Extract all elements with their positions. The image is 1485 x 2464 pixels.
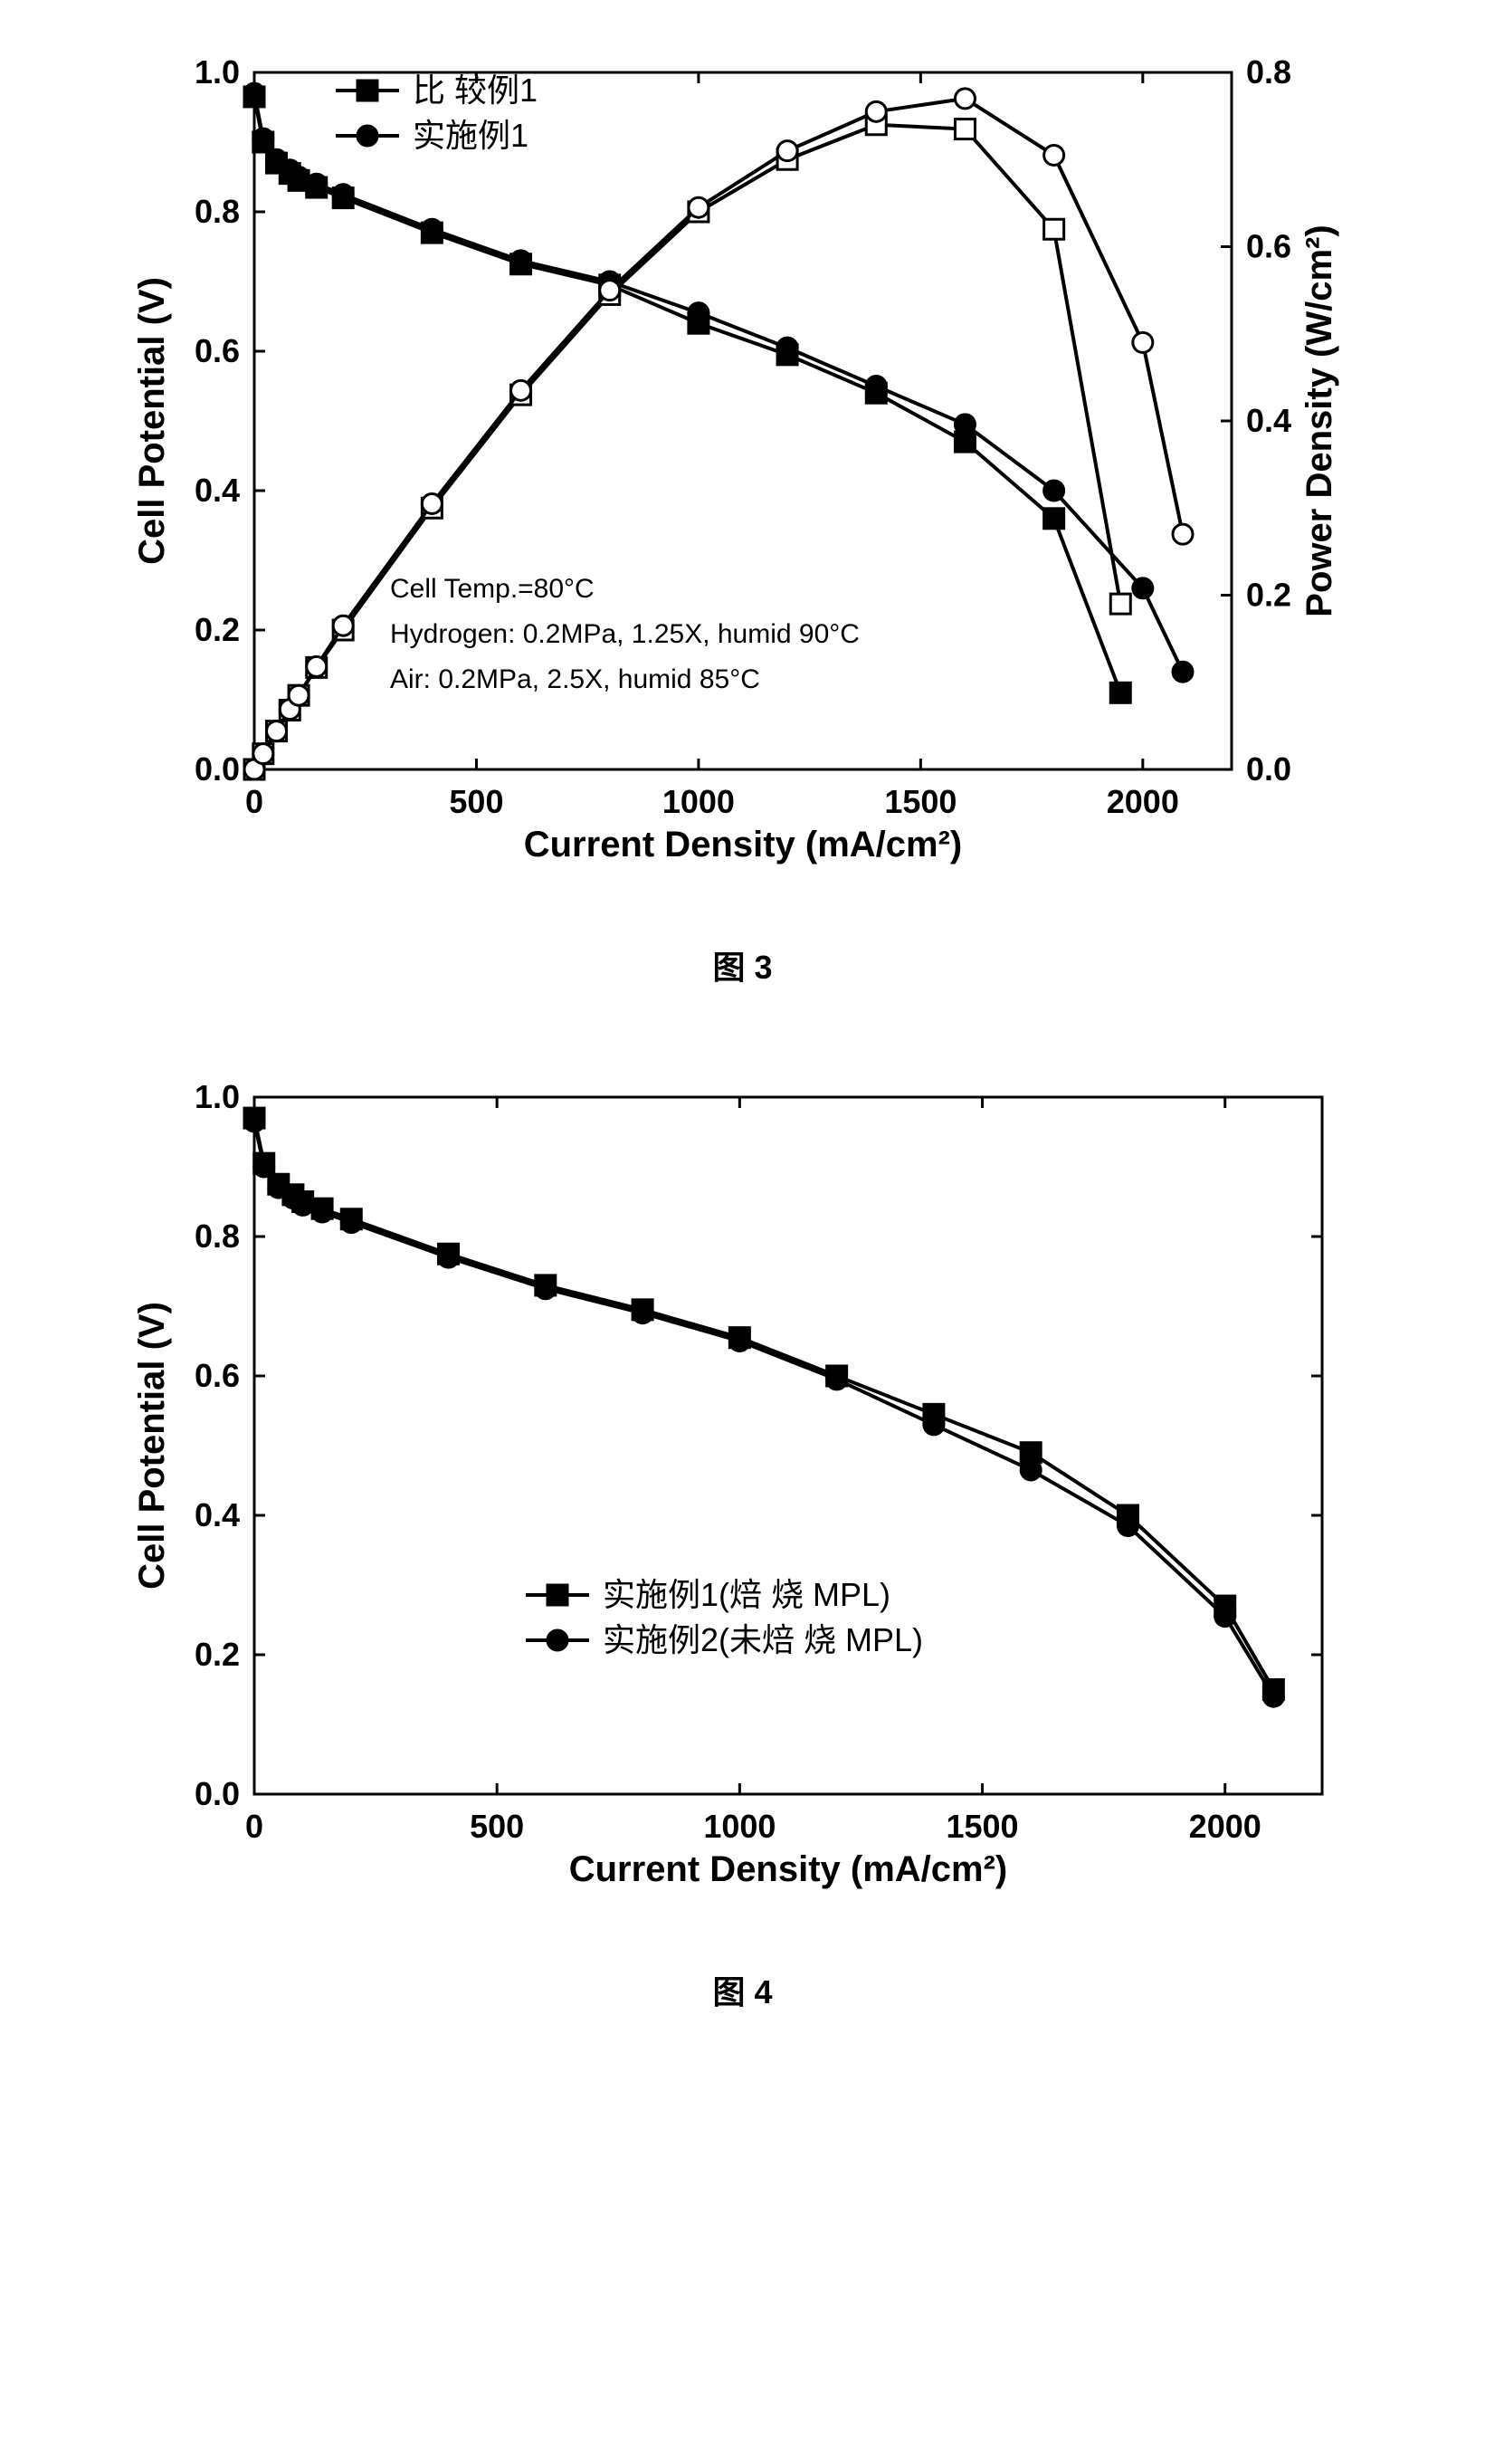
svg-text:0.8: 0.8 [194, 193, 239, 230]
svg-text:0.2: 0.2 [194, 1636, 239, 1673]
svg-text:1500: 1500 [884, 783, 957, 820]
svg-text:0.4: 0.4 [1246, 402, 1291, 439]
svg-text:0.4: 0.4 [194, 1496, 239, 1533]
svg-text:1500: 1500 [946, 1808, 1018, 1845]
svg-text:实施例1: 实施例1 [413, 117, 528, 154]
svg-text:Cell Potential (V): Cell Potential (V) [132, 1302, 172, 1590]
svg-text:Air: 0.2MPa, 2.5X, humid 85°C: Air: 0.2MPa, 2.5X, humid 85°C [390, 664, 760, 694]
chart-4-wrap: 0 500 1000 1500 2000 0.0 0.2 0.4 0.6 0.8 1.0 Curren… [109, 1061, 1449, 1921]
svg-text:比 较例1: 比 较例1 [413, 72, 538, 109]
svg-text:1.0: 1.0 [194, 1078, 239, 1115]
svg-text:0: 0 [244, 1808, 262, 1845]
chart-4-svg: 0 500 1000 1500 2000 0.0 0.2 0.4 0.6 0.8 1.0 Curren… [109, 1061, 1376, 1921]
svg-text:500: 500 [470, 1808, 524, 1845]
svg-text:0.0: 0.0 [194, 1775, 239, 1812]
svg-text:0.6: 0.6 [194, 332, 239, 369]
chart-3-svg: 0 500 1000 1500 2000 0.0 0.2 0.4 0.6 0.8 1.0 0.0 0.2… [109, 36, 1376, 896]
svg-text:Power Density (W/cm²): Power Density (W/cm²) [1299, 224, 1339, 616]
svg-text:0.6: 0.6 [1246, 228, 1291, 265]
svg-text:2000: 2000 [1188, 1808, 1261, 1845]
svg-text:0.2: 0.2 [194, 611, 239, 648]
svg-text:Cell Potential (V): Cell Potential (V) [132, 277, 172, 565]
figure-4: 0 500 1000 1500 2000 0.0 0.2 0.4 0.6 0.8 1.0 Curren… [37, 1061, 1449, 2013]
svg-text:实施例1(焙 烧 MPL): 实施例1(焙 烧 MPL) [603, 1576, 890, 1613]
chart-3-wrap: 0 500 1000 1500 2000 0.0 0.2 0.4 0.6 0.8 1.0 0.0 0.2… [109, 36, 1449, 896]
svg-text:0.0: 0.0 [194, 750, 239, 788]
svg-text:2000: 2000 [1106, 783, 1178, 820]
svg-text:Current Density (mA/cm²): Current Density (mA/cm²) [523, 825, 962, 864]
svg-text:1000: 1000 [703, 1808, 776, 1845]
svg-text:0.2: 0.2 [1246, 577, 1291, 614]
svg-text:0.4: 0.4 [194, 472, 239, 509]
svg-text:500: 500 [449, 783, 503, 820]
svg-text:Hydrogen: 0.2MPa, 1.25X, humid: Hydrogen: 0.2MPa, 1.25X, humid 90°C [390, 619, 860, 649]
svg-text:0.0: 0.0 [1246, 750, 1291, 788]
svg-text:1000: 1000 [662, 783, 734, 820]
svg-text:Cell Temp.=80°C: Cell Temp.=80°C [390, 574, 595, 604]
svg-text:0.8: 0.8 [1246, 53, 1291, 91]
svg-text:实施例2(未焙 烧 MPL): 实施例2(未焙 烧 MPL) [603, 1621, 923, 1658]
svg-text:1.0: 1.0 [194, 53, 239, 91]
figure-3-caption: 图 3 [37, 941, 1449, 988]
figure-3: 0 500 1000 1500 2000 0.0 0.2 0.4 0.6 0.8 1.0 0.0 0.2… [37, 36, 1449, 988]
svg-text:0.6: 0.6 [194, 1357, 239, 1394]
svg-text:0: 0 [244, 783, 262, 820]
figure-4-caption: 图 4 [37, 1966, 1449, 2013]
svg-text:0.8: 0.8 [194, 1218, 239, 1255]
svg-text:Current Density (mA/cm²): Current Density (mA/cm²) [568, 1849, 1007, 1889]
